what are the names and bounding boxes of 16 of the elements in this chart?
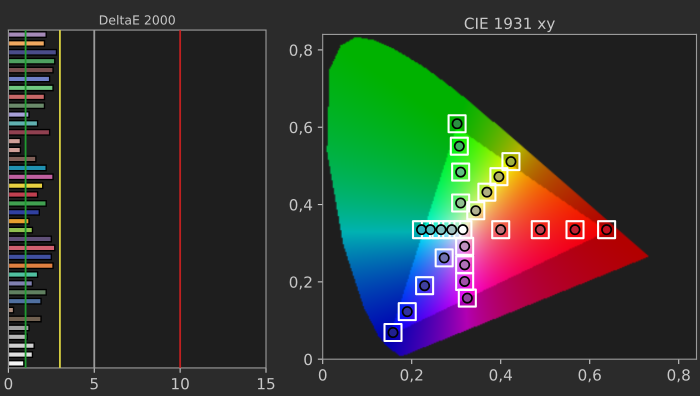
y-tick-label: 0,8 [290, 44, 312, 58]
x-tick-label: 15 [258, 378, 274, 390]
chart-title: DeltaE 2000 [100, 15, 175, 25]
y-tick-label: 0,4 [290, 199, 312, 212]
x-tick-label: 0,6 [578, 369, 601, 382]
x-tick-label: 5 [90, 378, 98, 390]
x-tick-label: 0 [4, 378, 12, 390]
y-tick-label: 0,2 [290, 276, 312, 290]
y-tick-label: 0 [304, 354, 312, 366]
y-tick-label: 0,6 [290, 122, 312, 135]
chart-title: CIE 1931 xy [464, 18, 555, 32]
x-tick-label: 0,8 [668, 369, 690, 382]
x-tick-label: 0,4 [490, 369, 512, 382]
x-tick-label: 0 [318, 369, 327, 381]
x-tick-label: 0,2 [400, 369, 422, 382]
x-tick-label: 10 [172, 378, 189, 390]
